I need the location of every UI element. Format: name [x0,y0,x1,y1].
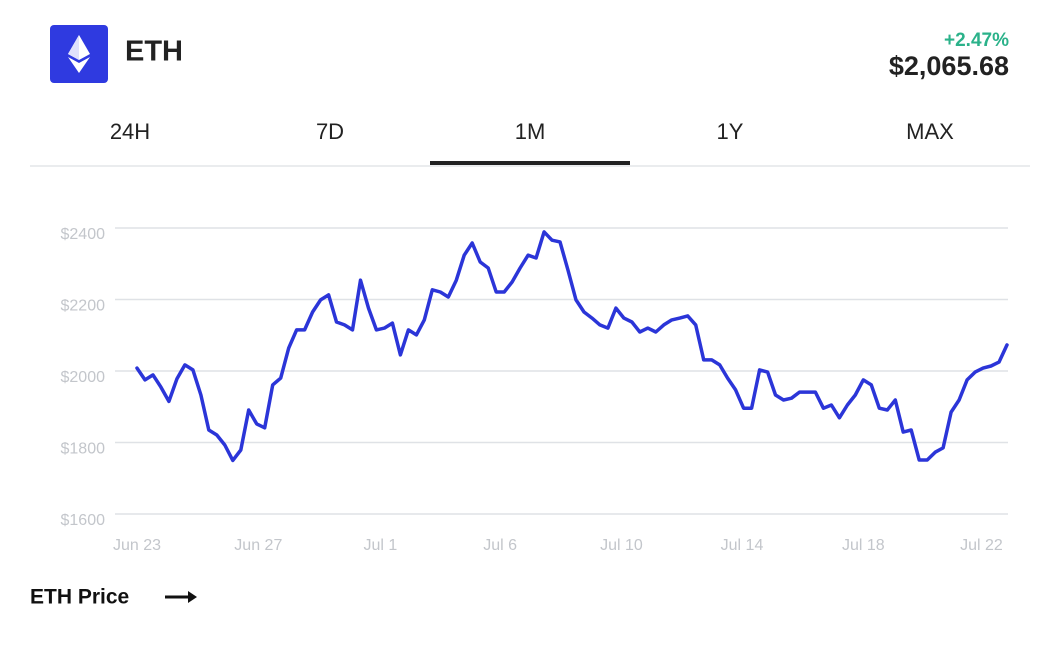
tab[interactable]: 24H [110,119,150,144]
price-line [135,230,1009,463]
x-tick-label: Jul 6 [483,537,517,554]
footer-link[interactable]: ETH Price [30,586,197,609]
tab[interactable]: 7D [316,119,344,144]
x-tick-label: Jul 14 [721,537,764,554]
price-change: +2.47% [944,30,1009,51]
asset-symbol: ETH [125,36,183,68]
y-tick-label: $2000 [61,369,106,386]
x-tick-label: Jul 1 [364,537,398,554]
y-tick-label: $2400 [61,226,106,243]
x-tick-label: Jul 10 [600,537,643,554]
time-range-tabs: 24H 7D 1M 1Y MAX [110,119,954,144]
y-tick-label: $2200 [61,298,106,315]
active-tab-indicator [430,161,630,165]
icon-diamond-bottom [68,57,90,73]
x-tick-label: Jul 18 [842,537,885,554]
arrow-head[interactable] [188,591,197,603]
x-tick-label: Jun 27 [234,537,282,554]
x-tick-label: Jul 22 [960,537,1003,554]
footer-link-text[interactable]: ETH Price [30,586,129,609]
eth-icon [50,25,108,83]
tab[interactable]: 1M [515,119,546,144]
y-tick-label: $1600 [61,512,106,529]
current-price: $2,065.68 [889,51,1009,81]
icon-diamond-shade [68,35,79,60]
y-tick-label: $1800 [61,441,106,458]
price-chart: $1600 $1800 $2000 $2200 $2400 Jun 23 Jun 27 Jul… [61,226,1009,554]
tab[interactable]: 1Y [717,119,744,144]
x-tick-label: Jun 23 [113,537,161,554]
tab[interactable]: MAX [906,119,954,144]
